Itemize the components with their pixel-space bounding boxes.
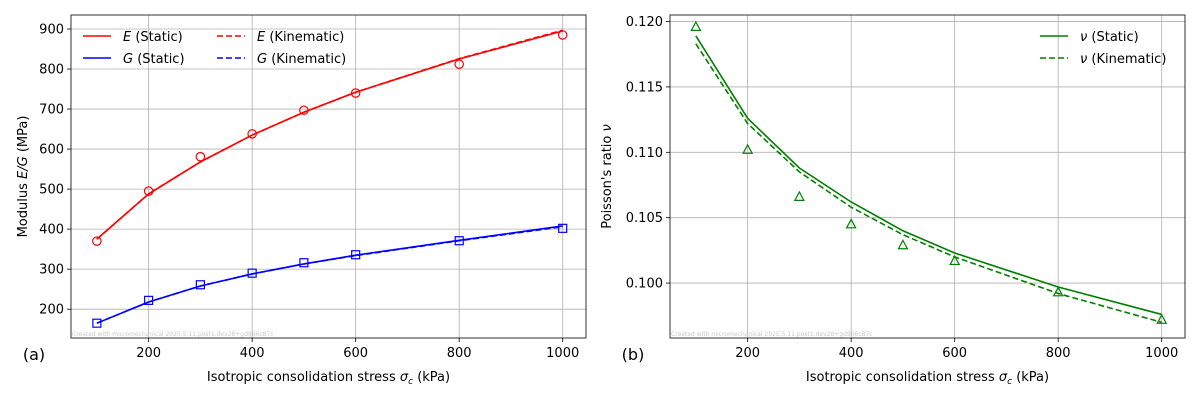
data-point-triangle bbox=[1052, 286, 1064, 297]
x-axis-label: Isotropic consolidation stress σc (kPa) bbox=[207, 370, 450, 387]
y-tick-label: 0.100 bbox=[626, 277, 663, 292]
y-tick-label: 200 bbox=[39, 303, 64, 318]
series-line--static- bbox=[695, 35, 1162, 316]
y-tick-label: 0.105 bbox=[626, 211, 663, 226]
watermark-text: Created with micromechanical 2025.5.11.p… bbox=[671, 331, 873, 338]
panel-a-modulus-chart: 200 400 600 800 1000 200 300 400 500 600 700 800 900… bbox=[16, 14, 587, 387]
y-tick-label: 600 bbox=[39, 143, 64, 158]
y-tick-label: 0.110 bbox=[626, 146, 663, 161]
x-tick-label: 800 bbox=[447, 346, 472, 361]
panel-label: (b) bbox=[622, 345, 645, 364]
data-point-triangle bbox=[949, 254, 961, 266]
y-axis-label: Poisson's ratio ν bbox=[600, 124, 615, 229]
x-axis-label: Isotropic consolidation stress σc (kPa) bbox=[806, 370, 1049, 387]
legend-label: E (Static) bbox=[123, 30, 183, 45]
x-tick-label: 600 bbox=[942, 346, 967, 361]
x-tick-label: 200 bbox=[735, 346, 760, 361]
data-point-triangle bbox=[845, 218, 857, 229]
series-line-g-static- bbox=[96, 225, 563, 324]
watermark-text: Created with micromechanical 2025.5.11.p… bbox=[72, 331, 274, 338]
data-point-circle bbox=[92, 236, 102, 246]
x-tick-label: 800 bbox=[1046, 346, 1071, 361]
y-tick-label: 800 bbox=[39, 63, 64, 78]
y-tick-label: 0.120 bbox=[626, 15, 663, 30]
series-line-g-kinematic- bbox=[96, 225, 563, 324]
data-point-square bbox=[558, 223, 568, 233]
plot-frame bbox=[70, 14, 587, 339]
data-point-circle bbox=[247, 129, 257, 139]
data-point-triangle bbox=[690, 20, 702, 31]
y-axis-label: Modulus E/G (MPa) bbox=[16, 116, 31, 238]
legend: E (Static) G (Static) E (Kinematic) G (Kine… bbox=[83, 30, 346, 67]
x-tick-label: 600 bbox=[343, 346, 368, 361]
data-point-square bbox=[195, 280, 205, 290]
plot-frame bbox=[669, 14, 1186, 339]
panel-label: (a) bbox=[23, 345, 45, 364]
x-tick-label: 400 bbox=[240, 346, 265, 361]
data-point-square bbox=[92, 318, 102, 328]
data-point-triangle bbox=[742, 143, 754, 154]
data-point-square bbox=[144, 295, 154, 305]
legend-label: ν (Kinematic) bbox=[1080, 52, 1166, 67]
x-tick-label: 1000 bbox=[1145, 346, 1178, 361]
data-point-square bbox=[454, 236, 464, 246]
y-tick-label: 300 bbox=[39, 263, 64, 278]
data-point-triangle bbox=[897, 239, 909, 250]
y-tick-label: 400 bbox=[39, 223, 64, 238]
data-point-circle bbox=[143, 186, 154, 196]
data-point-circle bbox=[195, 151, 206, 162]
data-point-triangle bbox=[793, 190, 805, 201]
data-point-triangle bbox=[1156, 313, 1168, 324]
x-tick-label: 200 bbox=[136, 346, 161, 361]
legend-label: E (Kinematic) bbox=[257, 30, 344, 45]
y-tick-label: 700 bbox=[39, 103, 64, 118]
data-point-circle bbox=[350, 88, 361, 98]
legend-label: ν (Static) bbox=[1080, 30, 1139, 45]
legend-label: G (Kinematic) bbox=[257, 52, 346, 67]
data-point-square bbox=[247, 268, 257, 278]
y-tick-label: 0.115 bbox=[626, 80, 663, 95]
data-point-circle bbox=[557, 30, 568, 40]
legend: ν (Static) ν (Kinematic) bbox=[1040, 30, 1166, 67]
series-line--kinematic- bbox=[695, 43, 1162, 324]
data-point-circle bbox=[299, 105, 309, 116]
x-tick-label: 1000 bbox=[546, 346, 579, 361]
y-tick-label: 500 bbox=[39, 183, 64, 198]
y-tick-label: 900 bbox=[39, 23, 64, 38]
panel-b-poisson-chart: 200 400 600 800 1000 0.100 0.105 0.110 0.115 0.12… bbox=[600, 14, 1186, 387]
x-tick-label: 400 bbox=[839, 346, 864, 361]
series-line-e-kinematic- bbox=[96, 29, 563, 240]
data-point-square bbox=[299, 258, 309, 268]
data-point-circle bbox=[454, 59, 464, 70]
legend-label: G (Static) bbox=[123, 52, 185, 67]
data-point-square bbox=[351, 250, 361, 260]
